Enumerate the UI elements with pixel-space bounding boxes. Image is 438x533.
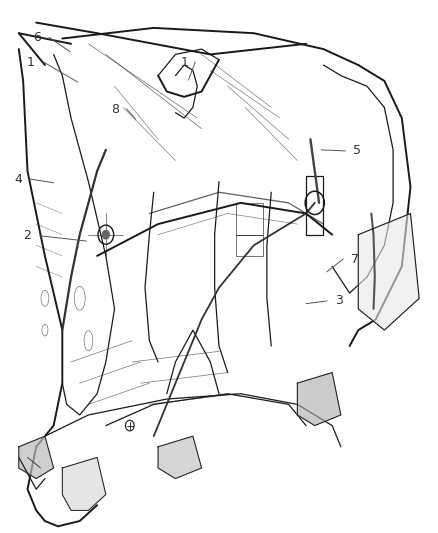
Text: 1: 1 (27, 56, 35, 69)
Text: 6: 6 (33, 31, 41, 44)
Text: 2: 2 (24, 229, 32, 242)
Text: 7: 7 (351, 253, 359, 265)
Polygon shape (297, 373, 341, 425)
Text: 1: 1 (180, 56, 188, 69)
Polygon shape (62, 457, 106, 511)
Polygon shape (358, 214, 419, 330)
Text: 8: 8 (111, 102, 120, 116)
Text: 3: 3 (335, 294, 343, 308)
Polygon shape (19, 436, 53, 479)
Bar (237, 235, 262, 256)
Text: 5: 5 (353, 144, 361, 157)
Bar (237, 203, 262, 235)
Polygon shape (158, 436, 201, 479)
Text: 4: 4 (14, 173, 22, 185)
Circle shape (102, 230, 110, 239)
